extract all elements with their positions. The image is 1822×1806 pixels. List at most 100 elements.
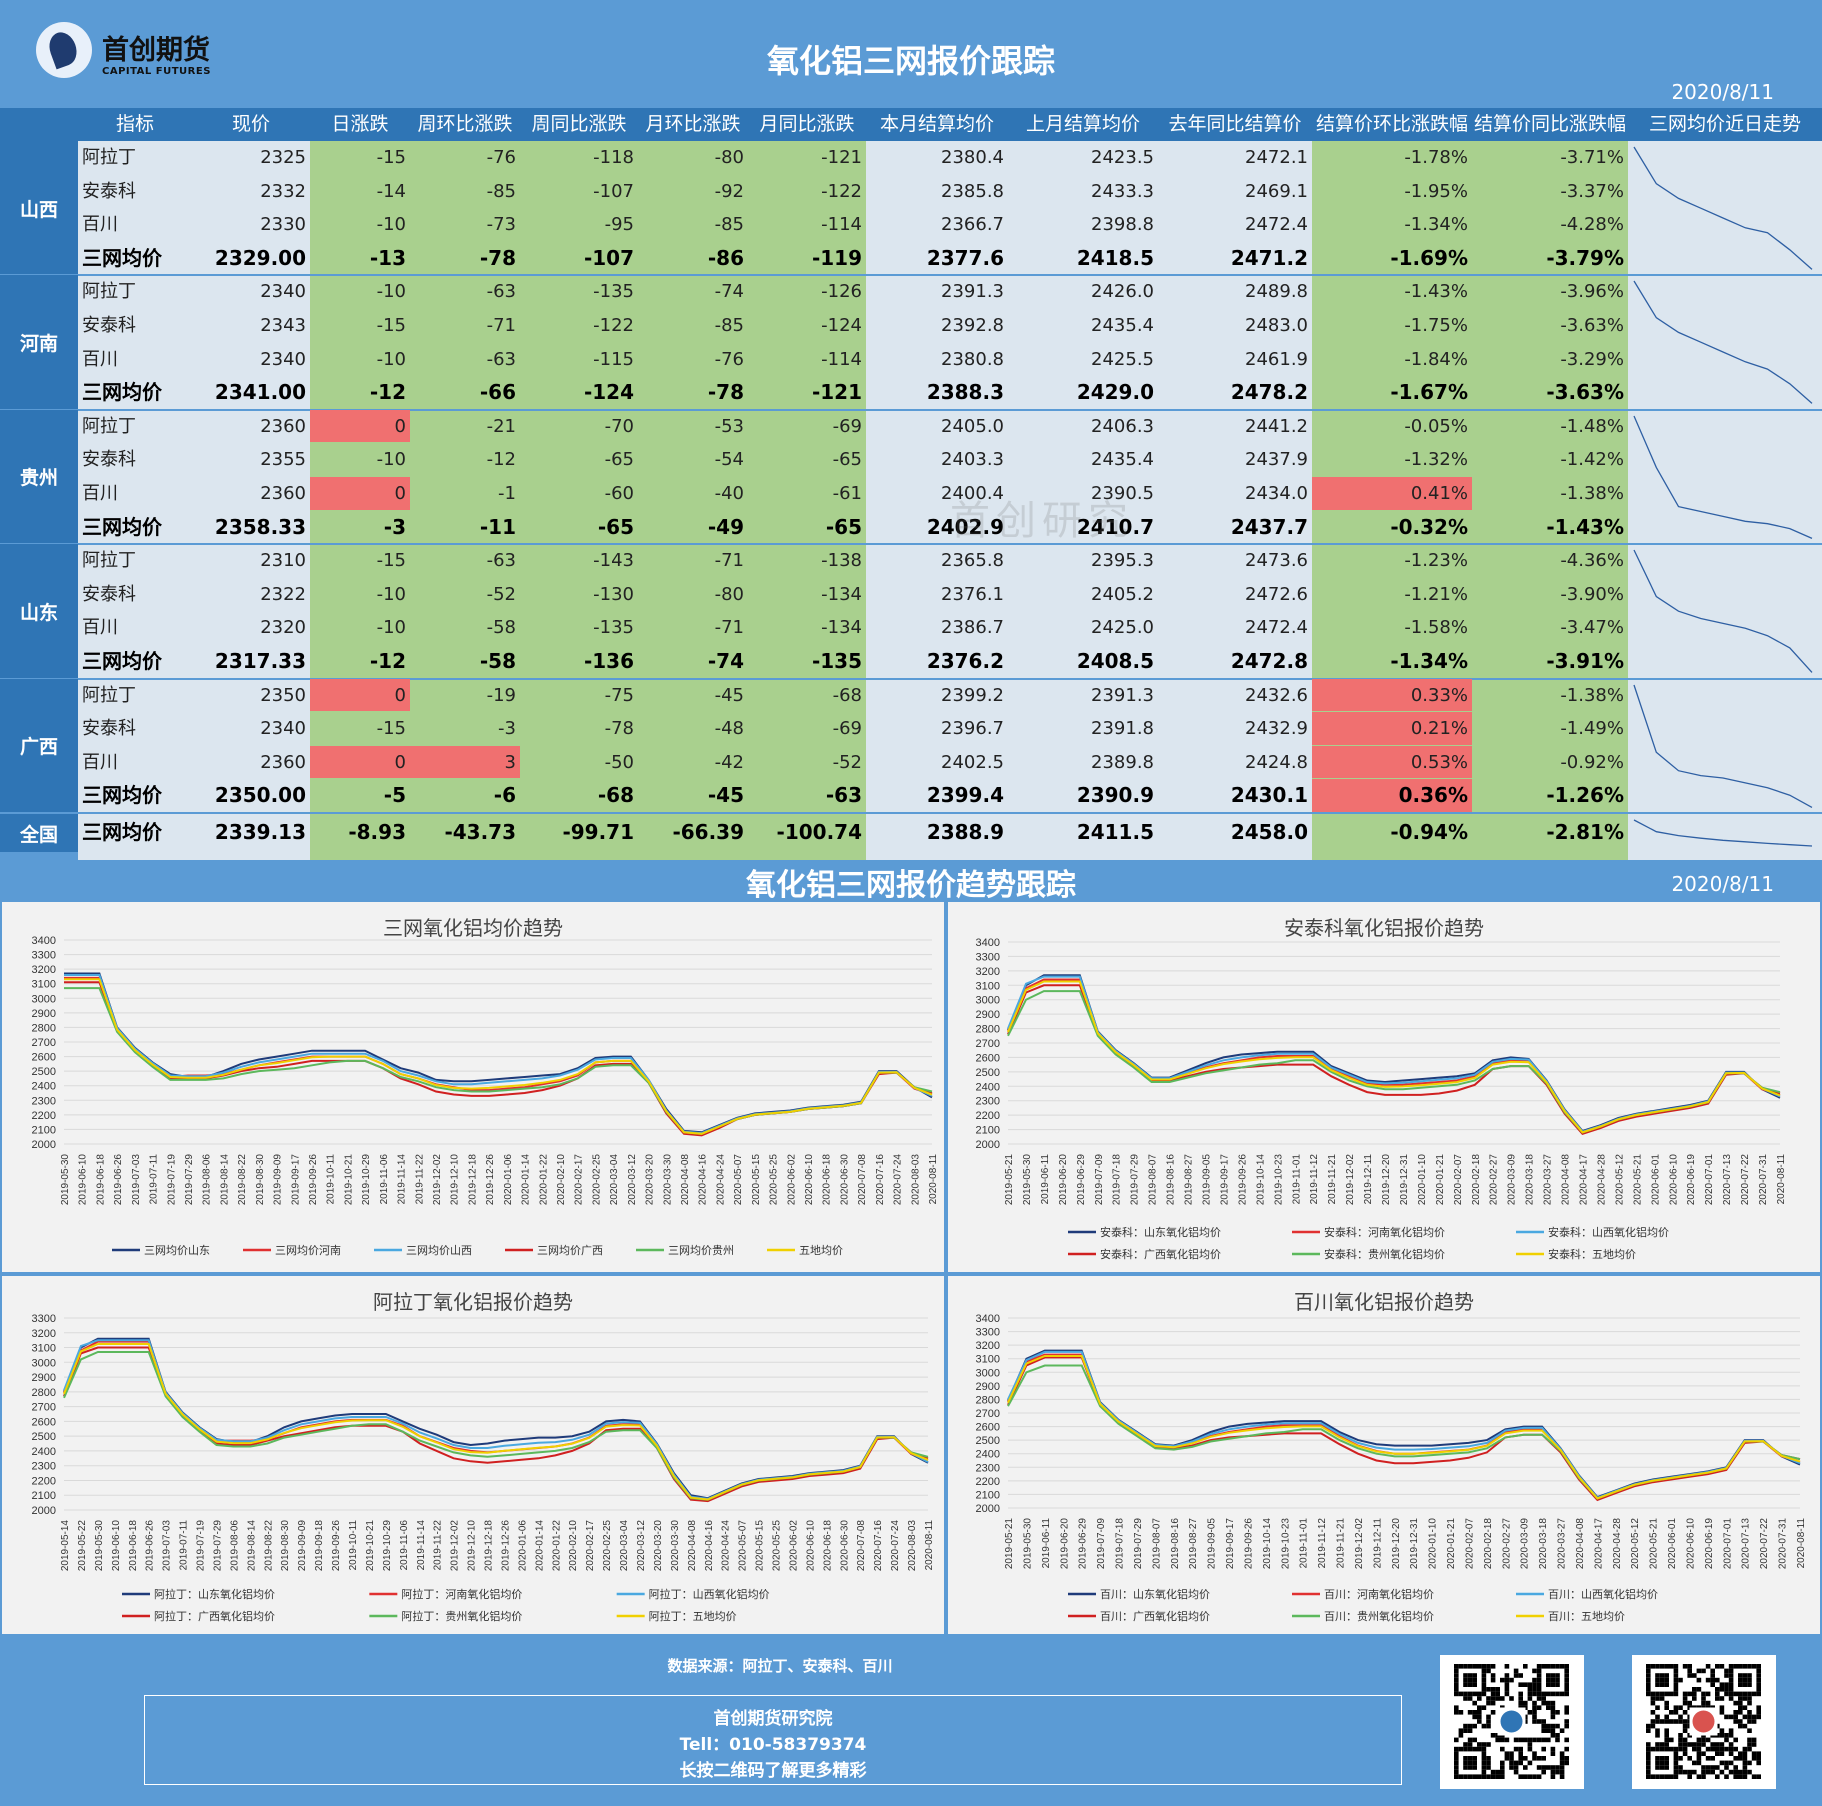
table-cell: 2376.2 — [926, 649, 1004, 673]
x-tick-label: 2020-02-25 — [591, 1154, 602, 1206]
row-label: 安泰科 — [82, 718, 136, 740]
x-tick-label: 2020-03-09 — [1520, 1518, 1531, 1570]
column-header[interactable]: 现价 — [231, 113, 270, 135]
chart-title: 安泰科氧化铝报价趋势 — [1284, 916, 1484, 940]
table-cell: -74 — [707, 649, 744, 673]
x-tick-label: 2019-10-29 — [361, 1154, 372, 1206]
x-tick-label: 2019-11-21 — [1327, 1154, 1338, 1205]
table-cell: 2350.00 — [214, 783, 306, 808]
y-tick-label: 2300 — [32, 1095, 56, 1107]
x-tick-label: 2019-11-06 — [399, 1520, 410, 1571]
x-tick-label: 2020-08-11 — [924, 1520, 935, 1571]
legend-label: 安泰科：河南氧化铝均价 — [1324, 1225, 1445, 1239]
qr-code-icon[interactable] — [1440, 1655, 1584, 1789]
column-header[interactable]: 周同比涨跌 — [531, 113, 627, 135]
x-tick-label: 2019-12-31 — [1409, 1518, 1420, 1570]
column-header[interactable]: 去年同比结算价 — [1168, 113, 1302, 135]
table-cell: -58 — [479, 649, 516, 673]
column-header[interactable]: 指标 — [115, 113, 154, 135]
table-cell: 2425.5 — [1091, 348, 1154, 370]
x-tick-label: 2020-07-16 — [873, 1520, 884, 1572]
x-tick-label: 2020-07-24 — [893, 1154, 904, 1206]
contact-box: 首创期货研究院 Tell：010-58379374 长按二维码了解更多精彩 — [144, 1695, 1402, 1785]
qr-code-icon[interactable] — [1632, 1655, 1776, 1789]
y-tick-label: 2800 — [32, 1022, 56, 1034]
table-cell: -19 — [486, 684, 516, 706]
x-tick-label: 2020-06-10 — [805, 1520, 816, 1572]
y-tick-label: 3100 — [976, 980, 1000, 992]
table-cell: 2472.4 — [1245, 214, 1308, 236]
y-tick-label: 3000 — [32, 1357, 56, 1369]
logo-text: 首创期货 — [102, 35, 210, 66]
y-tick-label: 2800 — [976, 1394, 1000, 1406]
highlight-cell — [1312, 779, 1472, 812]
row-label: 三网均价 — [82, 245, 162, 270]
table-cell: 2377.6 — [926, 245, 1004, 270]
table-cell: 2423.5 — [1091, 147, 1154, 168]
table-cell: -134 — [821, 583, 862, 605]
x-tick-label: 2019-06-20 — [1058, 1154, 1069, 1206]
x-tick-label: 2019-08-27 — [1184, 1154, 1195, 1206]
x-tick-label: 2019-08-16 — [1170, 1518, 1181, 1570]
legend-label: 百川：广西氧化铝均价 — [1100, 1609, 1210, 1623]
y-tick-label: 3200 — [976, 966, 1000, 978]
sparkline — [1633, 684, 1813, 808]
table-cell: 2398.8 — [1091, 214, 1154, 236]
trend-sparkline — [1633, 146, 1813, 270]
table-cell: -0.94% — [1390, 820, 1468, 844]
table-cell: 2434.0 — [1245, 483, 1308, 504]
table-cell: -71 — [714, 617, 744, 639]
column-header[interactable]: 周环比涨跌 — [417, 113, 513, 135]
x-tick-label: 2020-03-09 — [1507, 1154, 1518, 1206]
x-tick-label: 2019-06-26 — [145, 1520, 156, 1572]
column-header[interactable]: 月环比涨跌 — [645, 113, 741, 135]
table-cell: 2478.2 — [1230, 380, 1308, 405]
table-cell: -0.05% — [1404, 415, 1468, 437]
column-header[interactable]: 结算价同比涨跌幅 — [1473, 113, 1626, 135]
table-cell: -10 — [376, 281, 406, 303]
group-divider — [0, 408, 1822, 411]
x-tick-label: 2019-08-07 — [1148, 1154, 1159, 1206]
table-cell: 2320 — [260, 617, 306, 639]
column-header[interactable]: 月同比涨跌 — [759, 113, 855, 135]
x-tick-label: 2019-12-02 — [432, 1154, 443, 1206]
column-header[interactable]: 结算价环比涨跌幅 — [1315, 113, 1468, 135]
table-cell: -66.39 — [672, 820, 744, 844]
row-label: 安泰科 — [82, 315, 136, 336]
x-tick-label: 2019-11-01 — [1291, 1154, 1302, 1205]
table-cell: -1.42% — [1560, 449, 1624, 471]
legend-label: 安泰科：五地均价 — [1548, 1247, 1636, 1261]
x-tick-label: 2020-02-17 — [574, 1154, 585, 1206]
table-cell: 2340 — [260, 718, 306, 740]
x-tick-label: 2019-10-29 — [382, 1520, 393, 1572]
column-header[interactable]: 本月结算均价 — [879, 113, 994, 135]
y-tick-label: 2600 — [976, 1052, 1000, 1064]
table-cell: -61 — [832, 483, 862, 504]
table-cell: -1.67% — [1390, 380, 1468, 405]
y-tick-label: 3100 — [32, 979, 56, 991]
highlight-cell — [1312, 745, 1472, 779]
x-tick-label: 2020-07-13 — [1741, 1518, 1752, 1570]
table-cell: 2340 — [260, 348, 306, 370]
column-header[interactable]: 上月结算均价 — [1025, 113, 1140, 135]
x-tick-label: 2019-05-30 — [1022, 1154, 1033, 1206]
legend-label: 三网均价山东 — [144, 1244, 210, 1257]
x-tick-label: 2020-05-21 — [1632, 1154, 1643, 1206]
x-tick-label: 2019-05-22 — [77, 1520, 88, 1572]
column-header[interactable]: 日涨跌 — [331, 113, 389, 135]
sparkline — [1633, 281, 1813, 405]
x-tick-label: 2020-04-17 — [1579, 1154, 1590, 1206]
trend-sparkline — [1633, 549, 1813, 674]
table-cell: -1.38% — [1560, 684, 1624, 706]
table-cell: 2472.1 — [1245, 147, 1308, 168]
table-cell: 2391.8 — [1091, 718, 1154, 740]
legend-label: 阿拉丁：河南氧化铝均价 — [401, 1587, 522, 1601]
column-header[interactable]: 三网均价近日走势 — [1648, 113, 1801, 135]
table-cell: 2418.5 — [1076, 245, 1154, 270]
x-tick-label: 2020-04-08 — [1561, 1154, 1572, 1206]
table-cell: -12 — [486, 449, 516, 471]
table-cell: -45 — [714, 684, 744, 706]
table-cell: 2402.5 — [941, 751, 1004, 773]
row-label: 百川 — [82, 214, 118, 236]
row-label: 百川 — [82, 483, 118, 504]
